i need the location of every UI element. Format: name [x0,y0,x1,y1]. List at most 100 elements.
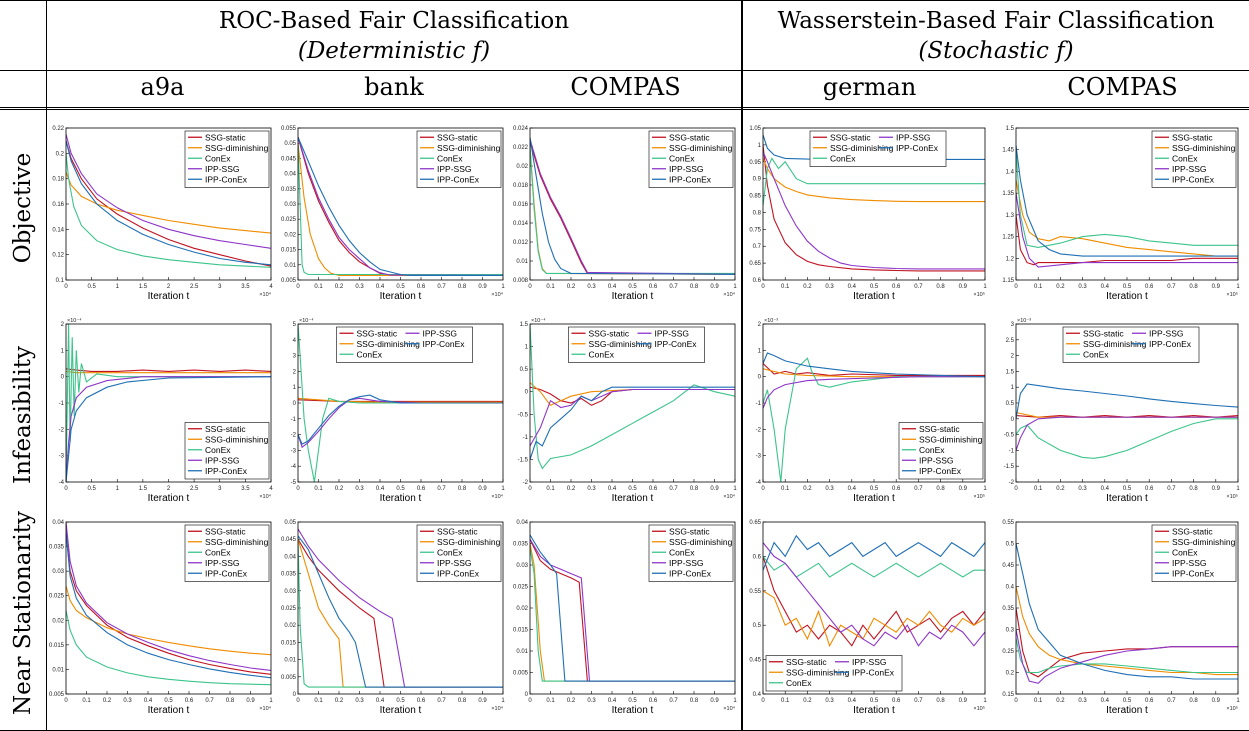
y-tick-label: -0.5 [1004,433,1015,439]
legend: SSG-staticSSG-diminishingConExIPP-SSGIPP… [184,422,270,480]
x-tick-label: 1.5 [139,486,148,492]
series-line-conex [298,324,503,482]
y-tick-label: 0.005 [513,671,529,677]
legend-label: IPP-ConEx [205,174,248,184]
legend-label: ConEx [589,349,615,359]
legend-box [184,422,270,480]
y-exponent: ×10⁻⁴ [531,317,546,324]
y-tick-label: -0.5 [518,412,529,418]
x-tick-label: 0.5 [1123,698,1132,704]
x-tick-label: 0.5 [1123,486,1132,492]
legend-label: IPP-ConEx [1172,568,1215,578]
y-tick-label: 2 [1011,354,1015,360]
series-line-ipp-ssg [1016,629,1238,684]
series-line-ipp-ssg [763,151,985,270]
x-tick-label: 0.8 [936,698,945,704]
x-tick-label: 0.6 [417,486,426,492]
x-tick-label: 0.9 [1212,284,1221,290]
y-tick-label: 0.02 [516,164,528,170]
plot-frame [529,127,736,281]
x-axis-label: Iteration t [1106,291,1148,302]
x-tick-label: 0.8 [458,698,467,704]
x-tick-label: 0.8 [1189,698,1198,704]
y-tick-label: 0.005 [49,692,65,698]
rowlabel-column-divider [46,0,47,731]
x-tick-label: 0.5 [396,698,405,704]
series-line-ipp-conex [530,386,735,460]
y-tick-label: 0 [293,692,297,698]
legend-label: ConEx [437,547,463,557]
y-tick-label: 1.4 [1006,169,1015,175]
y-tick-label: 1 [61,348,65,354]
series-line-conex [763,556,985,578]
y-tick-label: 0.55 [1002,520,1014,526]
group-header-roc-line2: (Deterministic f) [297,38,491,64]
y-tick-label: 0.18 [52,177,64,183]
y-tick-label: 0.95 [749,160,761,166]
header-divider-2 [0,107,1249,108]
x-tick-label: 0.6 [892,486,901,492]
x-tick-label: 0.4 [1101,698,1110,704]
chart-compas2-obj: 0 0.1 0.2 0.3 0.4 0.5 0.6 0.7 0.8 0.9 1 1.15 1.2 1.25… [1002,126,1240,302]
y-tick-label: 0.014 [513,221,529,227]
y-tick-label: 1 [758,143,762,149]
y-tick-label: 0.5 [753,623,762,629]
x-tick-label: 0.1 [546,486,555,492]
x-tick-label: 0.5 [87,284,96,290]
y-tick-label: -3 [291,448,297,454]
legend-label: IPP-ConEx [205,466,248,476]
legend-label: SSG-static [830,132,871,142]
x-tick-label: 0 [64,486,68,492]
chart-german-obj: 0 0.1 0.2 0.3 0.4 0.5 0.6 0.7 0.8 0.9 1 0.6 0.65 0.7 0… [749,126,987,302]
y-tick-label: 0.025 [513,585,529,591]
plot-frame [297,323,504,483]
x-tick-label: 0.1 [314,284,323,290]
legend: SSG-staticSSG-diminishingConExIPP-SSGIPP… [184,130,270,188]
y-tick-label: 0.035 [281,572,297,578]
series-line-ipp-ssg [298,397,503,449]
chart-a9a-stat: 0 0.1 0.2 0.3 0.4 0.5 0.6 0.7 0.8 0.9 1 0.005 0.01 0.… [49,520,273,716]
y-tick-label: 4 [293,338,297,344]
series-line-ipp-conex [1016,383,1238,419]
x-tick-label: 0.8 [936,284,945,290]
x-tick-label: 0.4 [1101,284,1110,290]
y-tick-label: 0.4 [1006,585,1015,591]
x-tick-label: 0.9 [959,698,968,704]
y-tick-label: 0.65 [749,520,761,526]
series-group [66,134,271,268]
series-group [1016,145,1238,268]
series-group [530,324,735,470]
legend-label: IPP-ConEx [437,568,480,578]
legend-label: SSG-diminishing [205,537,269,547]
x-tick-label: 0.2 [1056,698,1065,704]
plot-frame [1015,521,1239,695]
series-line-ipp-conex [763,534,985,571]
plot-frame [529,323,736,483]
y-tick-label: 0 [525,390,529,396]
y-tick-label: 1 [1011,385,1015,391]
x-axis-label: Iteration t [853,705,895,716]
x-tick-label: 0.3 [1078,486,1087,492]
x-tick-label: 0.4 [376,698,385,704]
legend-label: IPP-SSG [919,455,953,465]
legend-label: SSG-diminishing [205,434,269,444]
x-tick-label: 0.6 [185,698,194,704]
x-axis-label: Iteration t [612,493,654,504]
dataset-compas-2: COMPAS [1067,73,1178,101]
legend-label: IPP-ConEx [669,568,712,578]
legend-label: ConEx [1172,547,1198,557]
y-tick-label: 2 [758,322,762,328]
legend: SSG-staticSSG-diminishingConExIPP-SSGIPP… [1151,524,1237,582]
series-line-ipp-conex [298,535,503,688]
chart-bank-stat: 0 0.1 0.2 0.3 0.4 0.5 0.6 0.7 0.8 0.9 1 0 0.005 0.01 0… [281,520,505,716]
x-exponent: ×10⁵ [1226,493,1238,500]
legend-label: ConEx [669,153,695,163]
y-tick-label: 0.01 [516,259,528,265]
legend-label: SSG-static [357,328,398,338]
y-tick-label: 0.5 [520,367,529,373]
legend-label: SSG-static [205,526,246,536]
legend-label: SSG-static [786,657,827,667]
series-line-ssg-static [66,531,271,675]
series-group [66,522,271,686]
